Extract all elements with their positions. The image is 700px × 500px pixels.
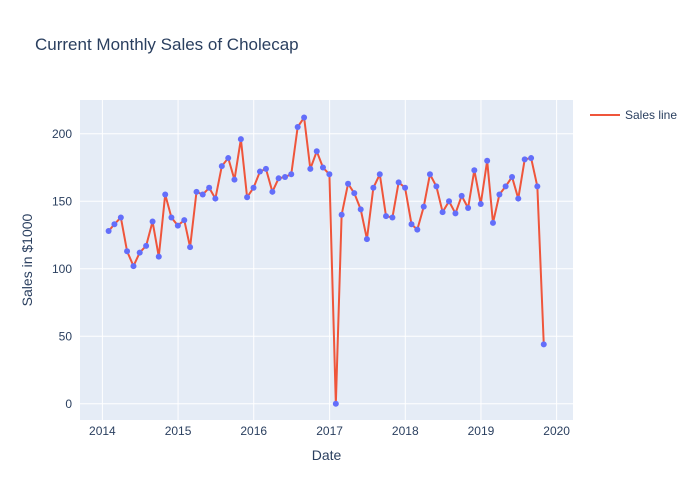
data-point[interactable]	[383, 213, 389, 220]
data-point[interactable]	[275, 175, 282, 182]
data-point[interactable]	[326, 171, 333, 178]
y-tick-label: 0	[65, 397, 72, 411]
y-tick-label: 50	[59, 329, 73, 343]
data-points	[105, 114, 547, 407]
data-point[interactable]	[193, 188, 200, 195]
y-tick-label: 200	[52, 127, 72, 141]
x-tick-label: 2020	[543, 424, 570, 438]
data-point[interactable]	[496, 191, 503, 198]
data-point[interactable]	[136, 249, 143, 256]
data-point[interactable]	[155, 253, 162, 260]
data-point[interactable]	[389, 214, 396, 221]
data-point[interactable]	[231, 176, 238, 183]
series-line-sales	[107, 116, 545, 405]
y-tick-labels: 0 50 100 150 200	[52, 127, 72, 411]
data-point[interactable]	[319, 164, 326, 171]
data-point[interactable]	[212, 195, 219, 202]
data-point[interactable]	[395, 179, 402, 186]
plot-background	[80, 100, 573, 420]
x-tick-label: 2014	[89, 424, 116, 438]
data-point[interactable]	[446, 198, 453, 205]
data-point[interactable]	[528, 155, 535, 162]
data-point[interactable]	[363, 236, 370, 243]
data-point[interactable]	[408, 221, 415, 228]
chart-title: Current Monthly Sales of Cholecap	[35, 35, 299, 54]
data-point[interactable]	[433, 183, 440, 190]
data-point[interactable]	[244, 194, 251, 201]
data-point[interactable]	[515, 195, 522, 202]
data-point[interactable]	[534, 183, 541, 190]
data-point[interactable]	[489, 219, 496, 226]
x-tick-labels: 2014 2015 2016 2017 2018 2019 2020	[89, 424, 570, 438]
data-point[interactable]	[357, 206, 364, 213]
x-tick-label: 2016	[240, 424, 267, 438]
data-point[interactable]	[458, 192, 465, 199]
legend-label-sales: Sales line	[625, 108, 677, 122]
y-tick-label: 150	[52, 194, 72, 208]
data-point[interactable]	[149, 218, 156, 225]
data-point[interactable]	[143, 242, 150, 249]
data-point[interactable]	[370, 184, 377, 191]
data-point[interactable]	[426, 171, 433, 178]
data-point[interactable]	[218, 163, 225, 170]
data-point[interactable]	[452, 210, 459, 217]
data-point[interactable]	[130, 263, 137, 270]
data-point[interactable]	[307, 165, 314, 172]
x-gridlines	[101, 100, 558, 420]
data-point[interactable]	[420, 203, 427, 210]
data-point[interactable]	[338, 211, 345, 218]
data-point[interactable]	[269, 188, 276, 195]
data-point[interactable]	[181, 217, 188, 224]
data-point[interactable]	[206, 184, 213, 191]
data-point[interactable]	[471, 167, 478, 174]
data-point[interactable]	[521, 156, 528, 163]
data-point[interactable]	[174, 222, 181, 229]
data-point[interactable]	[414, 226, 421, 233]
data-point[interactable]	[465, 205, 472, 212]
data-point[interactable]	[509, 173, 516, 180]
data-point[interactable]	[124, 248, 131, 255]
y-axis-title: Sales in $1000	[19, 213, 35, 306]
data-point[interactable]	[345, 180, 352, 187]
data-point[interactable]	[288, 171, 295, 178]
data-point[interactable]	[484, 157, 491, 164]
data-point[interactable]	[199, 191, 206, 198]
data-point[interactable]	[477, 200, 484, 207]
y-tick-label: 100	[52, 262, 72, 276]
data-point[interactable]	[117, 214, 124, 221]
data-point[interactable]	[262, 165, 269, 172]
data-point[interactable]	[540, 341, 547, 348]
data-point[interactable]	[168, 214, 175, 221]
x-tick-label: 2019	[468, 424, 495, 438]
data-point[interactable]	[187, 244, 194, 251]
data-point[interactable]	[111, 221, 118, 228]
data-point[interactable]	[332, 400, 339, 407]
data-point[interactable]	[225, 155, 232, 162]
data-point[interactable]	[256, 168, 263, 175]
x-axis-title: Date	[312, 447, 342, 463]
data-point[interactable]	[282, 173, 289, 180]
data-point[interactable]	[105, 227, 112, 234]
data-point[interactable]	[439, 209, 446, 216]
x-tick-label: 2015	[165, 424, 192, 438]
data-point[interactable]	[351, 190, 358, 197]
data-point[interactable]	[250, 184, 257, 191]
data-point[interactable]	[376, 171, 383, 178]
data-point[interactable]	[402, 184, 409, 191]
data-point[interactable]	[502, 183, 509, 190]
data-point[interactable]	[313, 148, 320, 155]
data-point[interactable]	[237, 136, 244, 143]
legend[interactable]: Sales line	[590, 108, 677, 122]
data-point[interactable]	[301, 114, 308, 121]
x-tick-label: 2018	[392, 424, 419, 438]
data-point[interactable]	[162, 191, 169, 198]
data-point[interactable]	[294, 124, 301, 131]
x-tick-label: 2017	[316, 424, 343, 438]
